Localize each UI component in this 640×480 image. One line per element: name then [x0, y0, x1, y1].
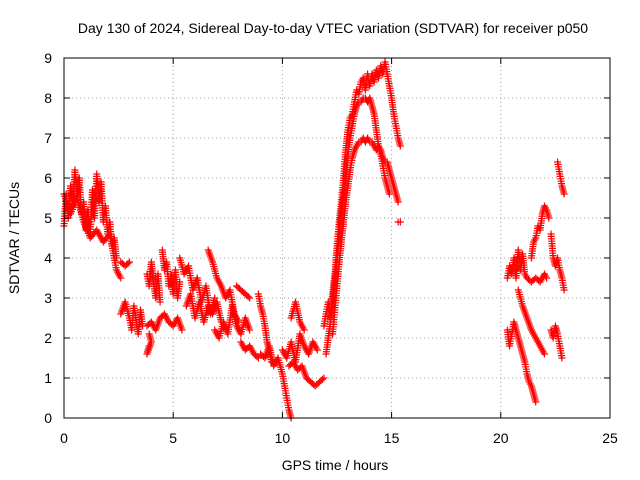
y-tick-label: 0: [44, 410, 52, 426]
y-axis-label: SDTVAR / TECUs: [6, 182, 22, 294]
data-point: [560, 190, 568, 198]
y-tick-label: 6: [44, 170, 52, 186]
y-tick-label: 3: [44, 290, 52, 306]
plot-frame: [63, 57, 611, 419]
data-point: [558, 354, 566, 362]
data-points: [60, 58, 568, 422]
data-point: [318, 375, 326, 383]
y-tick-label: 2: [44, 330, 52, 346]
data-point: [117, 274, 125, 282]
x-tick-label: 20: [493, 430, 509, 446]
y-tick-label: 4: [44, 250, 52, 266]
x-tick-label: 25: [602, 430, 618, 446]
data-point: [145, 342, 153, 350]
x-tick-label: 0: [60, 430, 68, 446]
data-point: [320, 374, 328, 382]
data-point: [394, 198, 402, 206]
data-point: [300, 326, 308, 334]
series-0: [60, 58, 568, 422]
data-point: [560, 286, 568, 294]
data-point: [244, 293, 252, 301]
data-point: [178, 326, 186, 334]
data-point: [176, 278, 184, 286]
data-point: [396, 142, 404, 150]
x-tick-label: 5: [169, 430, 177, 446]
y-tick-label: 8: [44, 90, 52, 106]
data-point: [540, 350, 548, 358]
data-point: [124, 259, 132, 267]
y-tick-label: 5: [44, 210, 52, 226]
y-tick-label: 9: [44, 50, 52, 66]
data-point: [313, 346, 321, 354]
data-point: [545, 214, 553, 222]
data-point: [254, 354, 262, 362]
x-tick-label: 15: [384, 430, 400, 446]
x-axis-ticks: 0 5 10 15 20 25: [60, 58, 618, 446]
x-axis-label: GPS time / hours: [282, 457, 389, 473]
data-point: [396, 218, 404, 226]
y-tick-label: 1: [44, 370, 52, 386]
data-point: [532, 398, 540, 406]
data-point: [253, 353, 261, 361]
y-tick-label: 7: [44, 130, 52, 146]
data-point: [126, 258, 134, 266]
data-point: [246, 294, 254, 302]
data-point: [211, 294, 219, 302]
data-point: [246, 326, 254, 334]
chart-title: Day 130 of 2024, Sidereal Day-to-day VTE…: [78, 20, 588, 36]
data-point: [385, 190, 393, 198]
y-axis-ticks: 0 1 2 3 4 5 6 7 8 9: [44, 50, 610, 426]
x-tick-label: 10: [275, 430, 291, 446]
data-point: [156, 298, 164, 306]
data-point: [543, 274, 551, 282]
